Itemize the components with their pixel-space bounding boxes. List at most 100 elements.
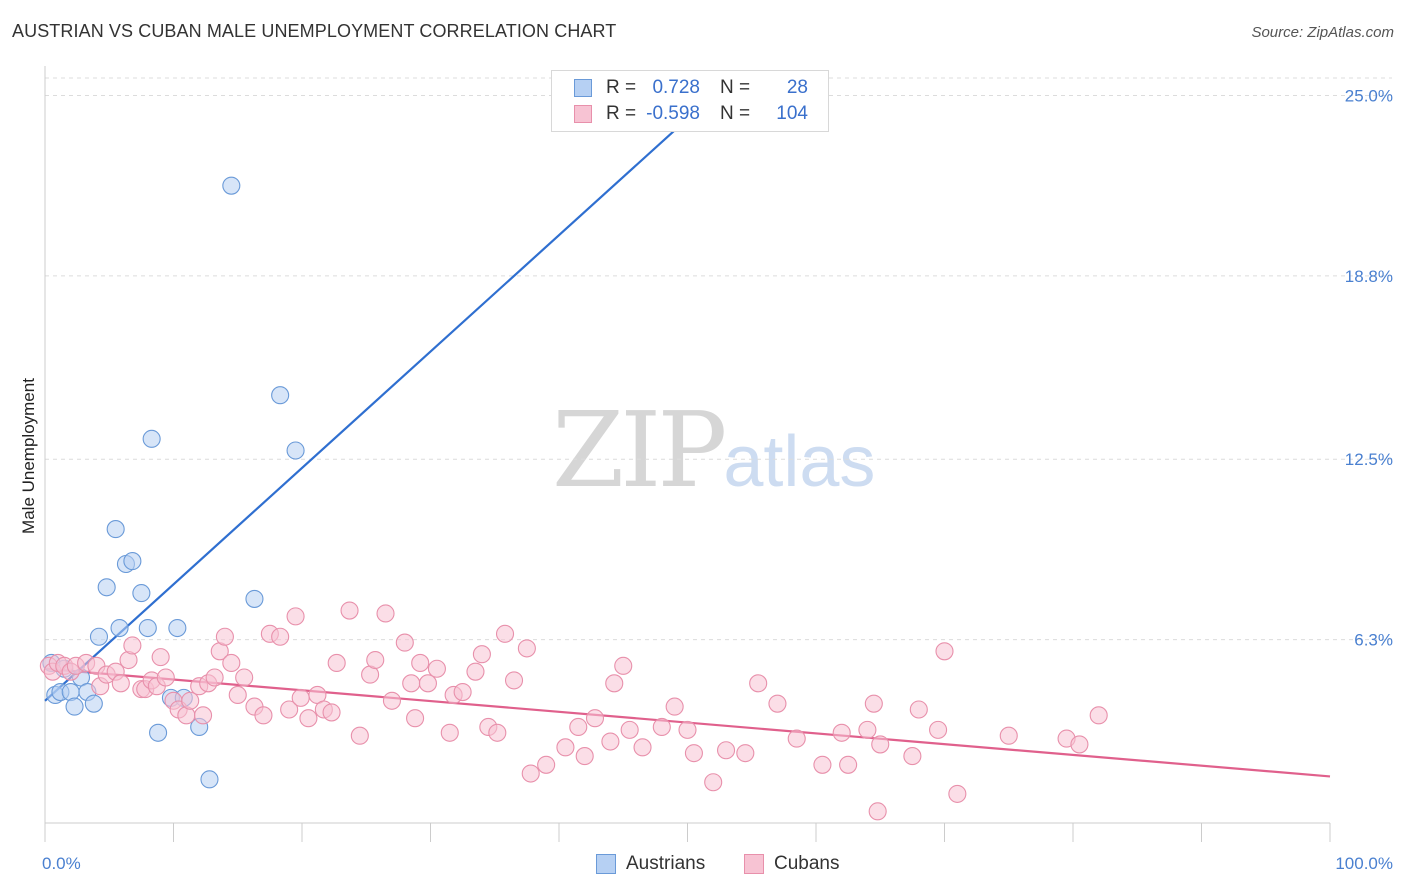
austrians-n-value: 28 xyxy=(786,77,808,98)
correlation-legend: R = 0.728 N = 28 R = -0.598 N = 104 xyxy=(551,70,829,132)
axes xyxy=(44,66,1331,842)
austrians-r-value: 0.728 xyxy=(652,77,700,98)
x-tick-label-min: 0.0% xyxy=(42,854,81,873)
cubans-point xyxy=(704,773,723,792)
cubans-point xyxy=(366,650,385,670)
cubans-n-value: 104 xyxy=(776,103,808,124)
cubans-point xyxy=(382,691,402,710)
cubans-point xyxy=(395,633,414,652)
cubans-point xyxy=(228,685,247,705)
cubans-point xyxy=(633,738,652,757)
cubans-point xyxy=(871,735,890,754)
data-points xyxy=(39,176,1108,821)
cubans-point xyxy=(1070,735,1089,754)
austrians-point xyxy=(89,627,109,646)
cubans-point xyxy=(787,729,806,748)
cubans-point xyxy=(716,741,736,760)
cubans-point xyxy=(299,709,318,728)
cubans-point xyxy=(575,747,594,766)
austrians-point xyxy=(132,584,151,603)
cubans-point xyxy=(504,671,524,690)
cubans-point xyxy=(111,674,130,693)
bottom-legend-austrians: Austrians xyxy=(596,852,705,876)
austrians-point xyxy=(123,552,142,571)
cubans-point xyxy=(813,755,832,774)
cubans-point xyxy=(205,668,224,687)
austrians-point xyxy=(138,618,157,638)
y-tick-label: 18.8% xyxy=(1345,267,1393,286)
cubans-point xyxy=(569,717,588,737)
cubans-legend-swatch xyxy=(744,854,764,874)
austrians-point xyxy=(200,770,219,789)
cubans-point xyxy=(665,697,684,716)
cubans-point xyxy=(271,627,290,646)
n-label: N = xyxy=(720,103,751,124)
cubans-point xyxy=(948,784,967,803)
cubans-point xyxy=(123,636,142,655)
cubans-point xyxy=(472,645,491,664)
austrians-trend-line xyxy=(44,88,721,702)
austrians-point xyxy=(149,723,168,742)
austrians-point xyxy=(168,618,187,638)
cubans-point xyxy=(614,656,633,675)
austrians-point xyxy=(110,618,129,638)
austrians-point xyxy=(222,176,241,195)
cubans-point xyxy=(601,732,620,751)
cubans-point xyxy=(466,662,485,681)
legend-row-austrians: R = 0.728 N = 28 xyxy=(574,76,808,100)
r-label: R = xyxy=(606,103,637,124)
tick-labels: 6.3% 12.5% 18.8% 25.0% 0.0% 100.0% xyxy=(42,86,1393,873)
cubans-point xyxy=(427,659,446,678)
austrians-point xyxy=(142,429,161,448)
cubans-point xyxy=(585,709,605,728)
cubans-point xyxy=(929,720,948,739)
austrians-point xyxy=(65,697,84,716)
cubans-point xyxy=(903,747,922,766)
cubans-point xyxy=(406,709,425,728)
cubans-point xyxy=(556,738,575,757)
cubans-point xyxy=(684,744,703,763)
cubans-point xyxy=(181,691,200,710)
chart-title: AUSTRIAN VS CUBAN MALE UNEMPLOYMENT CORR… xyxy=(12,21,617,41)
cubans-point xyxy=(418,674,437,693)
cubans-point xyxy=(909,700,928,719)
cubans-r-value: -0.598 xyxy=(646,103,700,124)
cubans-point xyxy=(935,642,954,661)
grid-lines xyxy=(45,77,1392,641)
cubans-swatch xyxy=(574,105,592,123)
cubans-point xyxy=(156,668,175,687)
cubans-legend-label: Cubans xyxy=(774,853,840,874)
austrians-point xyxy=(271,386,290,405)
cubans-point xyxy=(402,674,421,693)
austrians-point xyxy=(84,694,103,713)
cubans-point xyxy=(832,723,851,742)
cubans-point xyxy=(340,601,359,620)
legend-row-cubans: R = -0.598 N = 104 xyxy=(574,102,808,126)
cubans-point xyxy=(488,723,507,742)
cubans-point xyxy=(411,653,430,672)
cubans-point xyxy=(537,755,556,774)
cubans-point xyxy=(327,653,346,672)
cubans-point xyxy=(999,726,1018,745)
cubans-point xyxy=(858,720,877,739)
cubans-point xyxy=(495,624,515,643)
cubans-point xyxy=(749,674,768,693)
austrians-swatch xyxy=(574,79,592,97)
cubans-point xyxy=(151,648,170,667)
cubans-point xyxy=(222,653,241,672)
source-label: Source: ZipAtlas.com xyxy=(1251,24,1394,41)
cubans-point xyxy=(768,694,787,713)
austrians-point xyxy=(286,441,305,460)
austrians-point xyxy=(245,589,264,608)
y-axis-label: Male Unemployment xyxy=(19,378,38,534)
cubans-point xyxy=(350,726,369,745)
cubans-point xyxy=(194,706,213,725)
cubans-point xyxy=(254,706,273,725)
cubans-point xyxy=(376,604,395,623)
cubans-point xyxy=(864,694,883,713)
n-label: N = xyxy=(720,77,751,98)
cubans-point xyxy=(235,668,254,687)
austrians-legend-swatch xyxy=(596,854,616,874)
cubans-point xyxy=(215,627,234,646)
